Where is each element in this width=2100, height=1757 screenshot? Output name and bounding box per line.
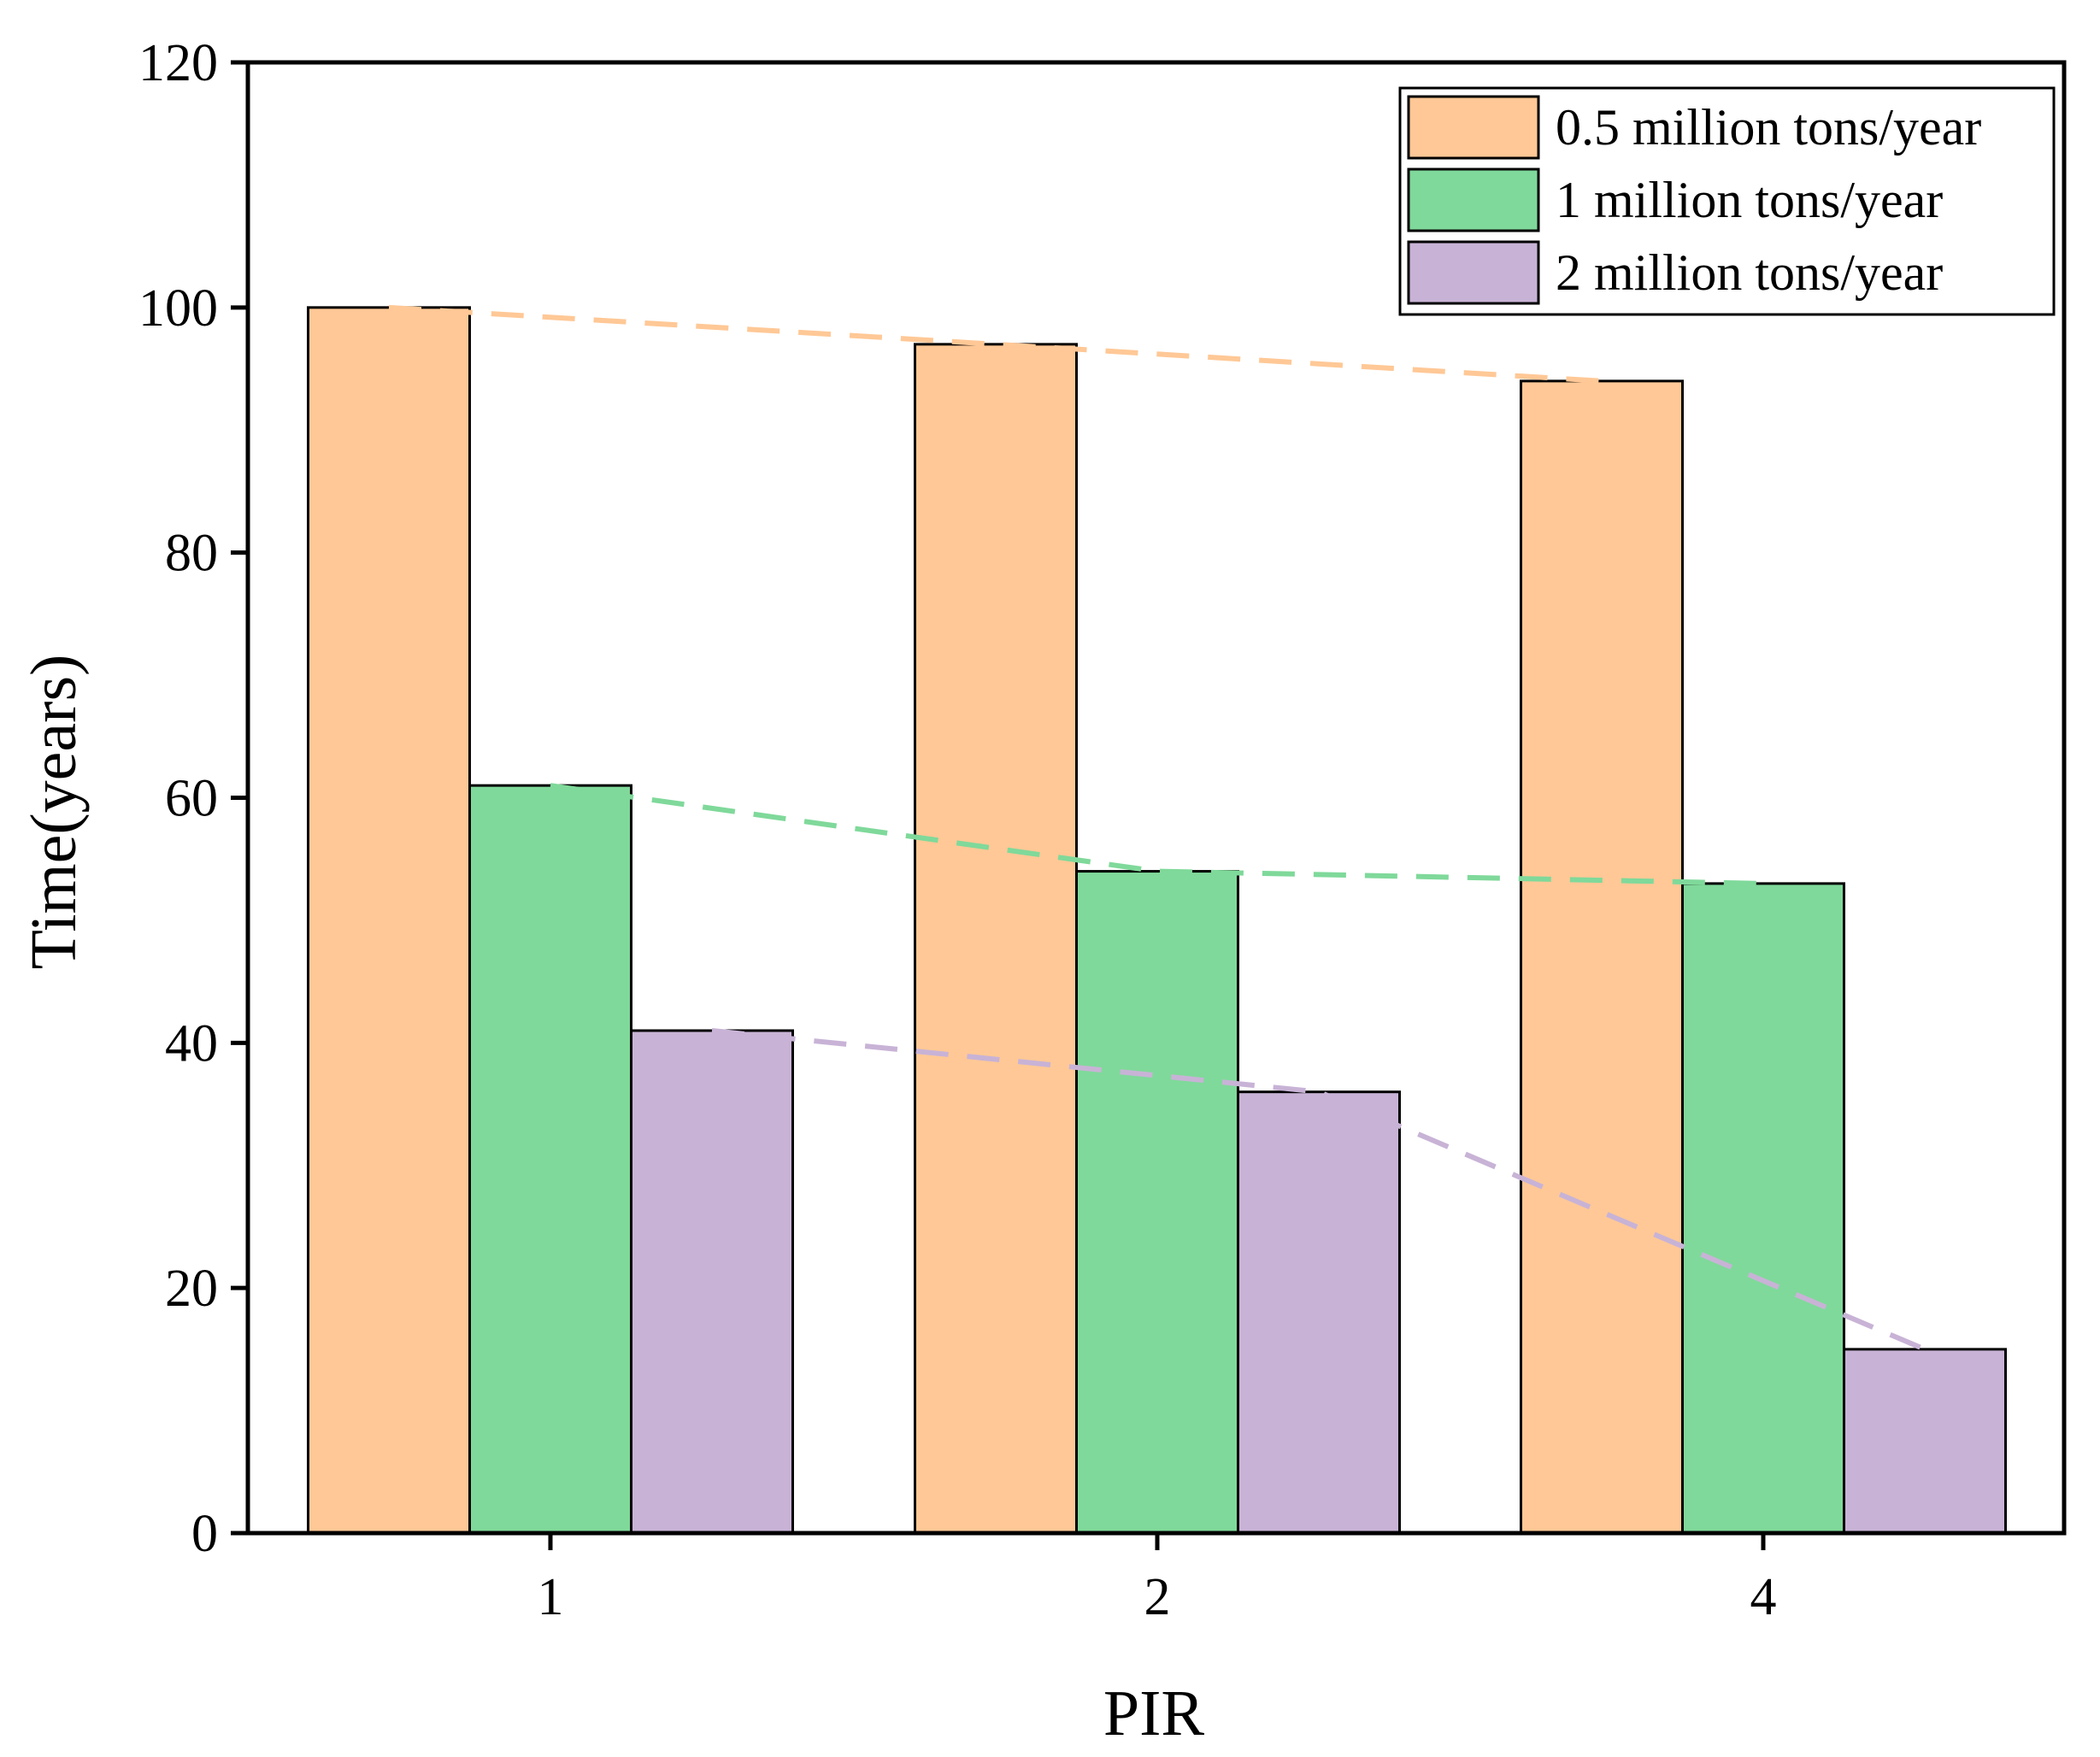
bar-0-5-million-tons-year-pir-4 — [1520, 379, 1684, 1535]
axes-layer: 0 20 40 60 80 100 120 1 2 4 — [138, 34, 2067, 1626]
legend: 0.5 million tons/year 1 million tons/year… — [1398, 86, 2056, 316]
y-tick-label-120: 120 — [138, 34, 218, 92]
trend-lines-layer — [388, 304, 1926, 1352]
y-axis-title: Time(years) — [18, 655, 90, 970]
bars-layer — [307, 306, 2007, 1535]
trend-line-3 — [711, 1028, 1926, 1352]
bar-1-million-tons-year-pir-1 — [468, 784, 632, 1535]
bar-1-million-tons-year-pir-2 — [1075, 870, 1239, 1535]
bar-1-million-tons-year-pir-4 — [1681, 882, 1845, 1535]
legend-label-1: 0.5 million tons/year — [1556, 99, 1981, 156]
y-tick-label-0: 0 — [191, 1505, 218, 1563]
x-tick-label-1: 1 — [538, 1568, 564, 1626]
y-tick-label-40: 40 — [165, 1014, 218, 1072]
y-tick-label-20: 20 — [165, 1260, 218, 1318]
y-tick-label-80: 80 — [165, 525, 218, 583]
legend-swatch-3 — [1407, 240, 1540, 305]
legend-swatch-1 — [1407, 95, 1540, 160]
legend-label-3: 2 million tons/year — [1556, 244, 1943, 301]
bar-0-5-million-tons-year-pir-1 — [307, 306, 471, 1535]
bar-2-million-tons-year-pir-2 — [1237, 1090, 1401, 1535]
x-tick-label-2: 2 — [1144, 1568, 1171, 1626]
y-tick-label-60: 60 — [165, 770, 218, 828]
bar-2-million-tons-year-pir-4 — [1843, 1348, 2007, 1535]
x-axis-title: PIR — [1103, 1678, 1205, 1749]
bar-0-5-million-tons-year-pir-2 — [914, 343, 1078, 1535]
x-tick-label-4: 4 — [1750, 1568, 1777, 1626]
bar-2-million-tons-year-pir-1 — [630, 1029, 794, 1535]
legend-swatch-2 — [1407, 167, 1540, 232]
y-tick-label-100: 100 — [138, 279, 218, 338]
legend-label-2: 1 million tons/year — [1556, 172, 1943, 228]
